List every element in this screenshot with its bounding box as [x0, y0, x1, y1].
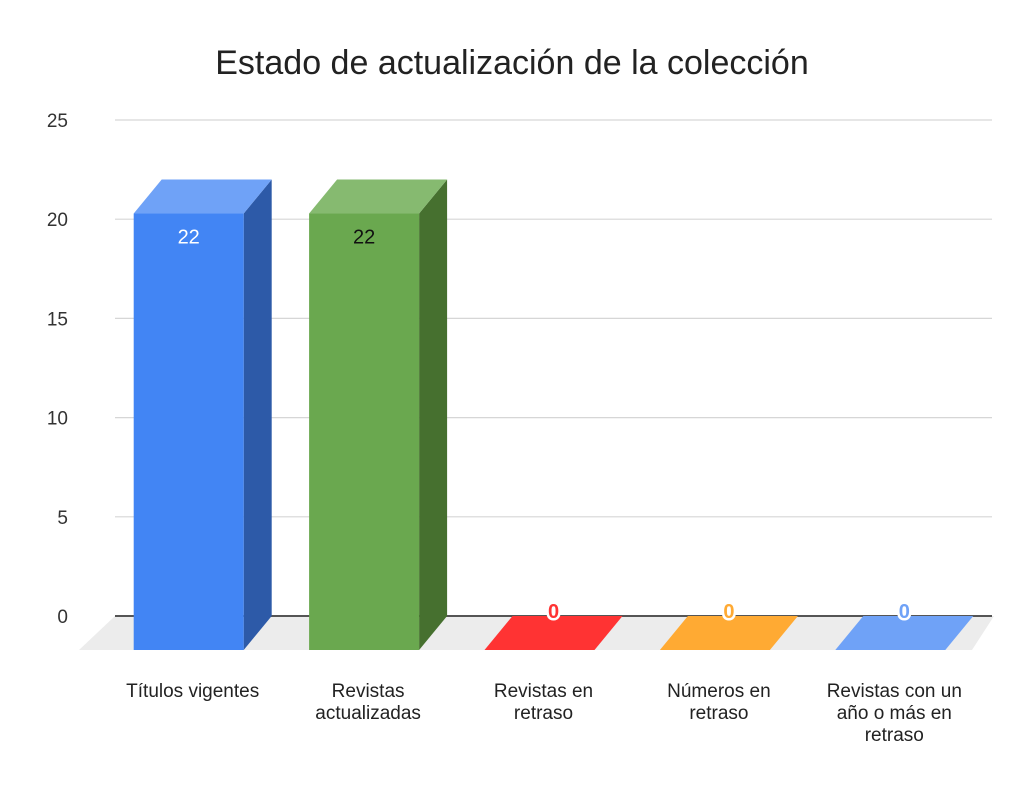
bar-top: [835, 616, 974, 650]
bar: [835, 616, 974, 650]
data-label: 0: [723, 601, 734, 623]
bar-top: [659, 616, 798, 650]
y-tick-label: 15: [47, 309, 68, 330]
x-tick-label: Revistas en retraso: [494, 681, 593, 724]
bar-front: [309, 213, 420, 650]
data-label: 0: [548, 601, 559, 623]
x-axis-labels: Títulos vigentes Revistas actualizadas Revi…: [126, 681, 962, 746]
bar: [659, 616, 798, 650]
chart-title: Estado de actualización de la colección: [215, 44, 809, 82]
x-tick-label: Revistas actualizadas: [315, 681, 421, 724]
x-tick-label: Números en retraso: [667, 681, 771, 724]
data-label: 22: [353, 227, 375, 249]
bar-side: [243, 179, 272, 650]
y-tick-label: 20: [47, 210, 68, 231]
y-tick-label: 0: [57, 607, 68, 628]
bar-side: [419, 179, 448, 650]
y-axis-ticks: 0 5 10 15 20 25: [47, 111, 68, 628]
bars: [133, 179, 974, 650]
x-tick-label: Revistas con un año o más en retraso: [827, 681, 962, 746]
data-label: 0: [899, 601, 910, 623]
data-label: 22: [178, 227, 200, 249]
bar: [309, 179, 448, 650]
y-tick-label: 25: [47, 111, 68, 132]
bar: [484, 616, 623, 650]
bar-top: [133, 179, 272, 214]
bar-top: [484, 616, 623, 650]
bar-front: [133, 213, 244, 650]
bar-top: [309, 179, 448, 214]
x-tick-label: Títulos vigentes: [126, 681, 259, 702]
bar: [133, 179, 272, 650]
y-tick-label: 5: [57, 508, 68, 529]
value-labels: 22 22 0 0 0: [178, 227, 913, 626]
y-tick-label: 10: [47, 409, 68, 430]
